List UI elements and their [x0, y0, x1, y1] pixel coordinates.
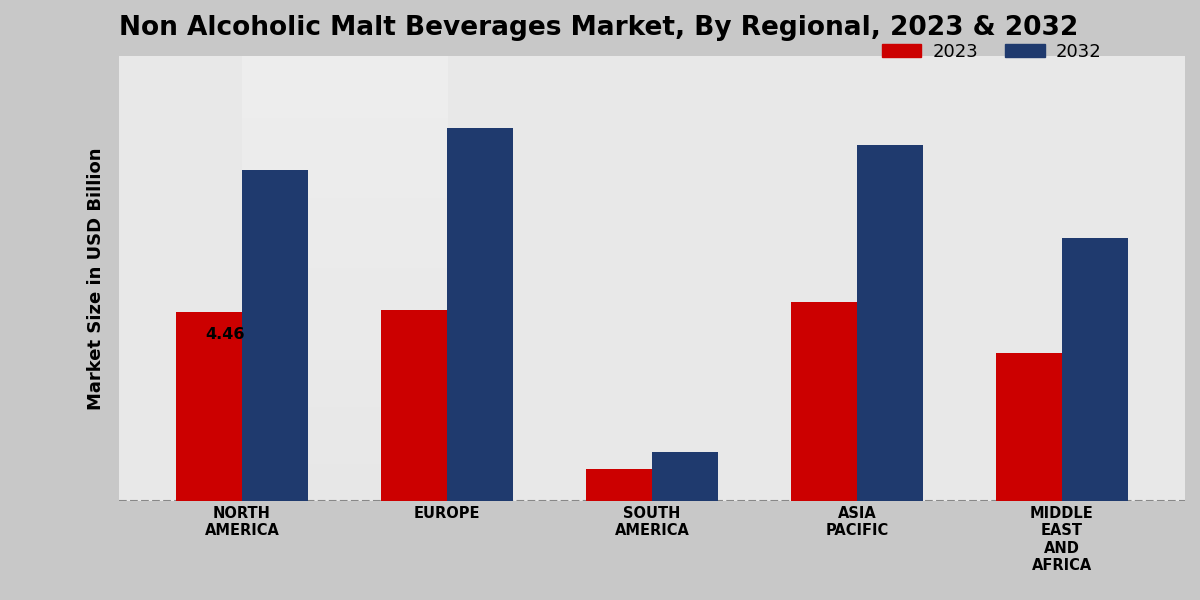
Text: Non Alcoholic Malt Beverages Market, By Regional, 2023 & 2032: Non Alcoholic Malt Beverages Market, By … — [119, 15, 1078, 41]
Bar — [587, 469, 652, 501]
Bar — [1062, 238, 1128, 501]
Bar — [446, 128, 512, 501]
Bar — [857, 145, 923, 501]
Bar — [652, 452, 718, 501]
Y-axis label: Market Size in USD Billion: Market Size in USD Billion — [86, 147, 106, 410]
Bar — [242, 170, 307, 501]
Bar — [996, 353, 1062, 501]
Bar — [176, 312, 242, 501]
Text: 4.46: 4.46 — [205, 327, 245, 342]
Legend: 2023, 2032: 2023, 2032 — [882, 43, 1102, 61]
Bar — [791, 302, 857, 501]
Bar — [382, 310, 446, 501]
